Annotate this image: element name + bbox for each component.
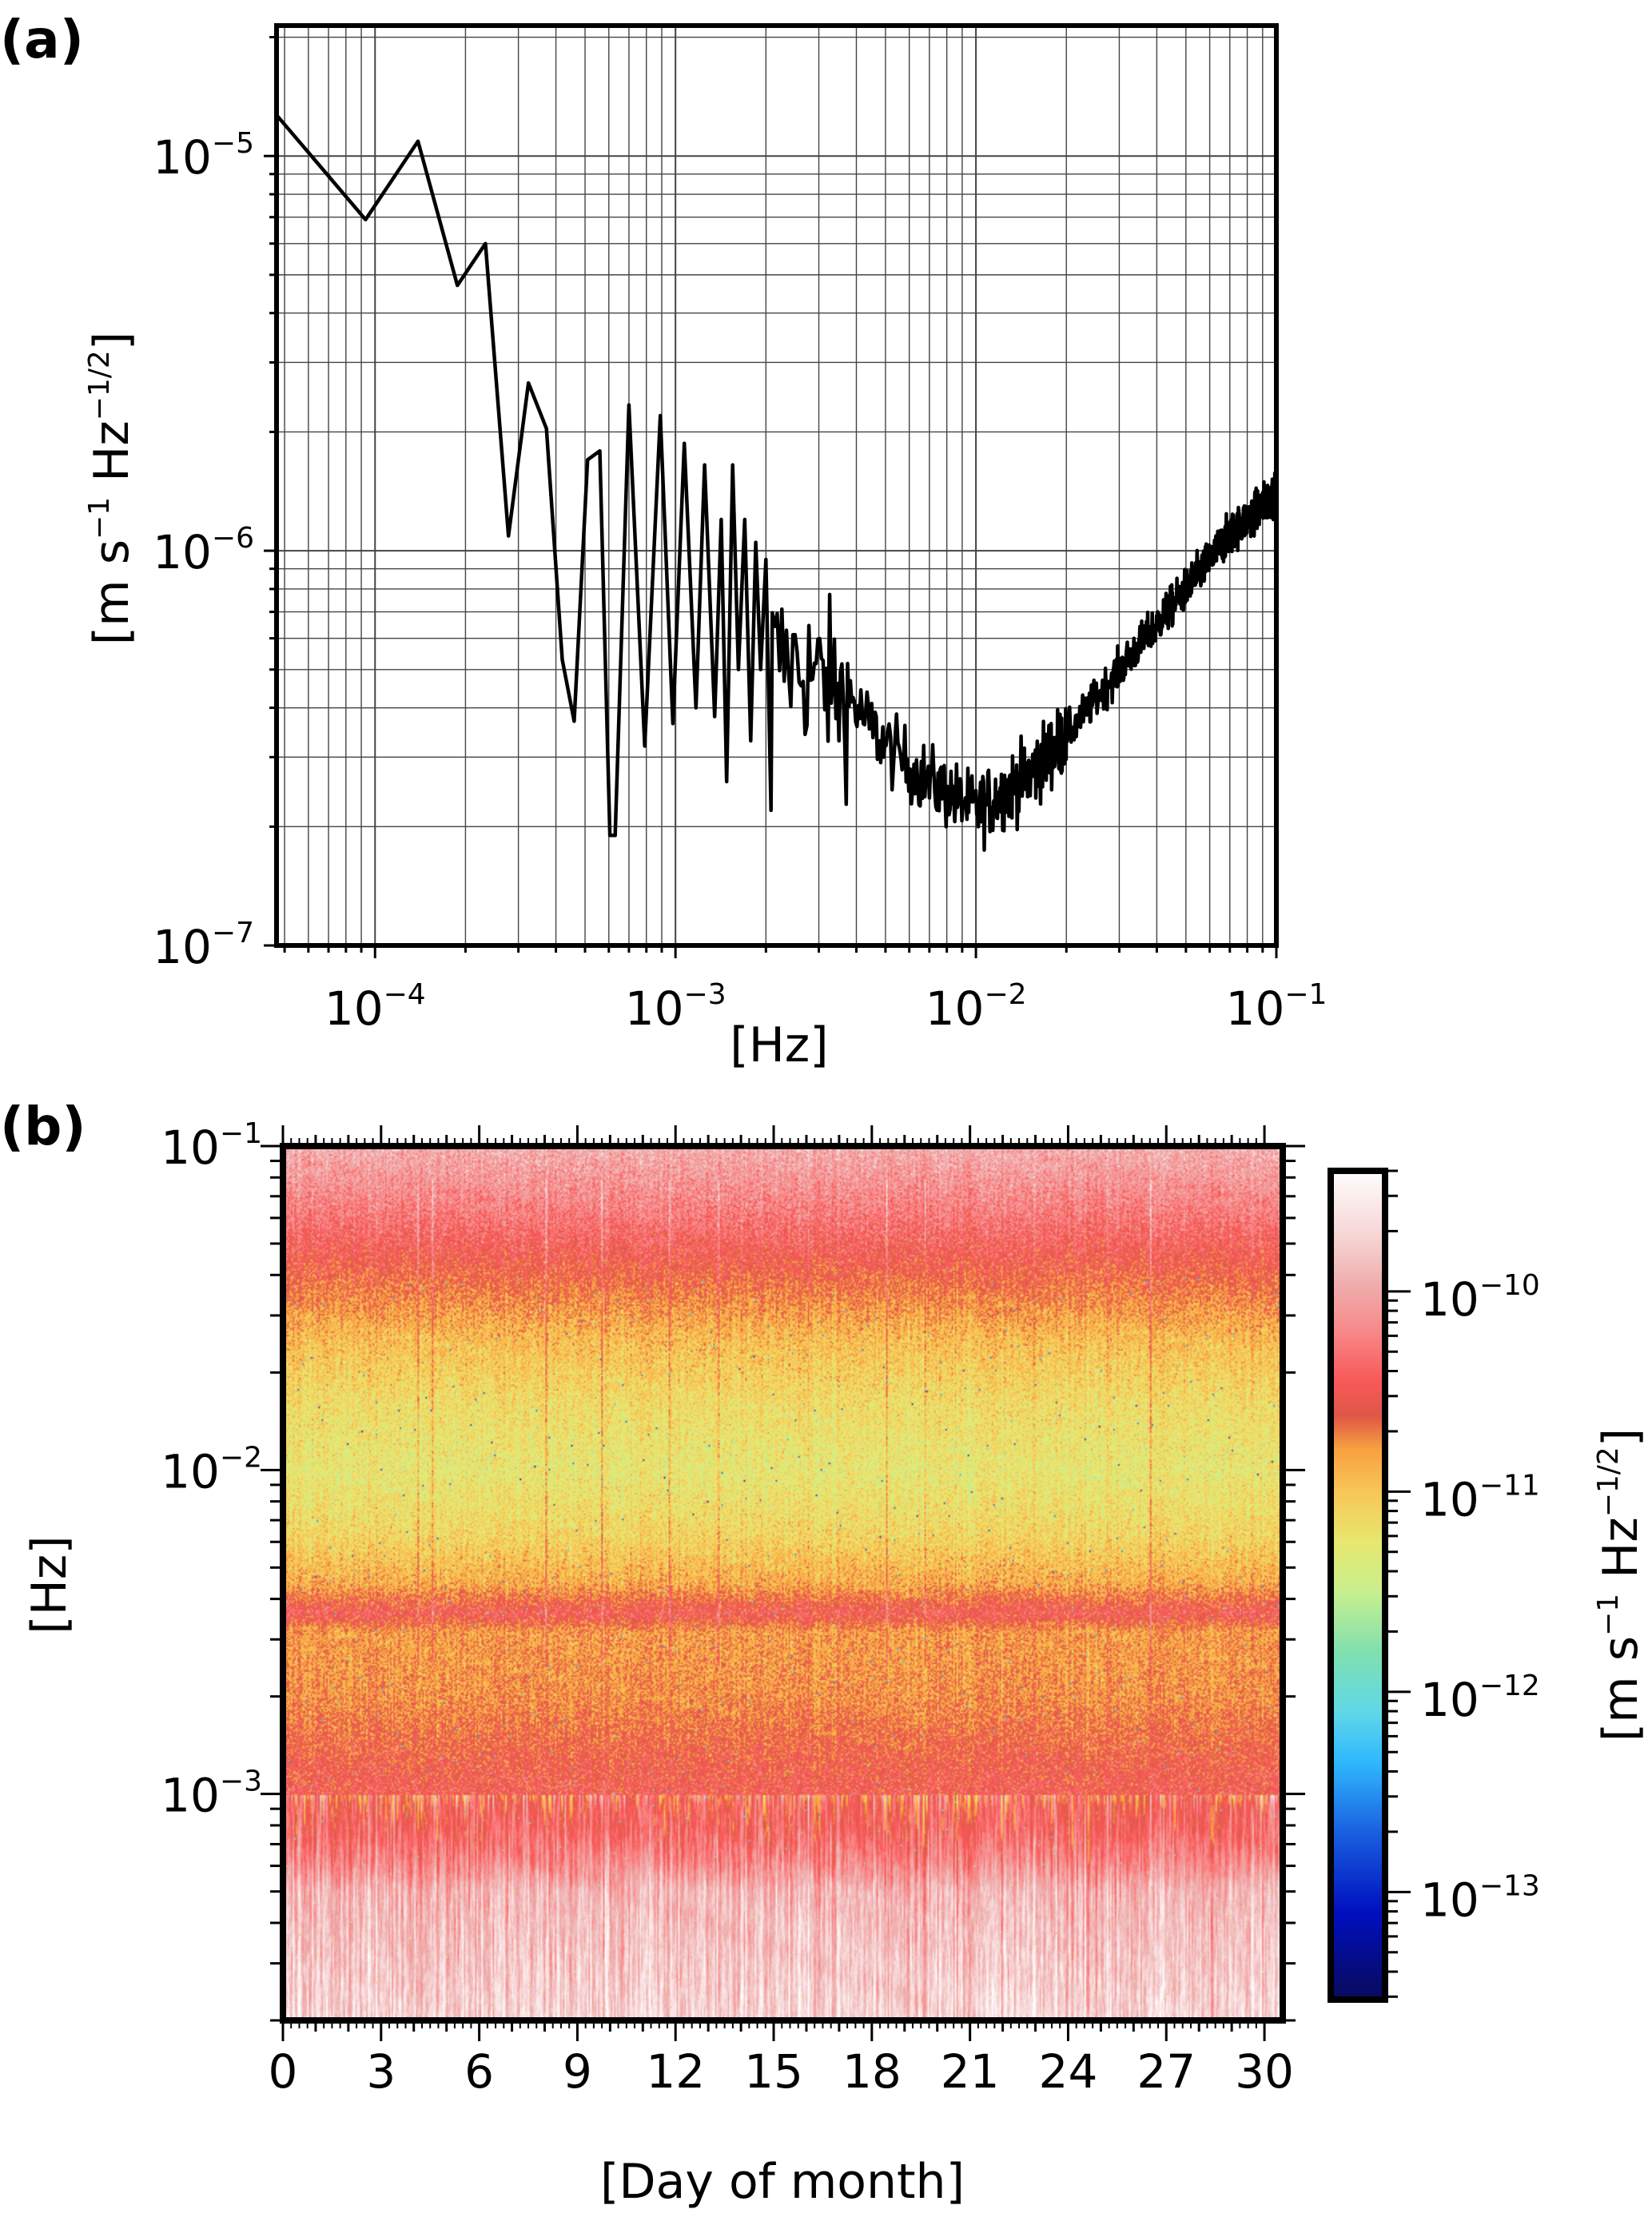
- panel-a-ticks: 10−4 10−3 10−2 10−1 10−5 10−6 10−7: [153, 36, 1328, 1036]
- x-tick-label: 6: [464, 2044, 494, 2099]
- panel-a-ylabel: [m s−1 Hz−1/2]: [83, 332, 140, 645]
- colorbar-gradient: [1331, 1171, 1385, 2000]
- x-tick-label: 10−1: [1226, 978, 1328, 1036]
- x-tick-label: 10−2: [926, 978, 1027, 1036]
- x-tick-label: 9: [563, 2044, 592, 2099]
- x-tick-label: 15: [744, 2044, 803, 2099]
- y-tick-label: 10−7: [153, 917, 254, 974]
- x-tick-label: 0: [269, 2044, 298, 2099]
- x-tick-label: 12: [646, 2044, 705, 2099]
- x-tick-label: 24: [1039, 2044, 1098, 2099]
- panel-a-label: (a): [0, 9, 84, 70]
- panel-b-ticks: 0 3 6 9 12 15 18 21 24 27 30 10−1 10−2 10−3: [161, 1117, 1305, 2099]
- x-tick-label: 27: [1136, 2044, 1196, 2099]
- x-tick-label: 18: [842, 2044, 902, 2099]
- panel-b-ylabel: [Hz]: [22, 1535, 78, 1634]
- panel-b-frame: [280, 1143, 1286, 2024]
- panel-a-frame: [274, 23, 1279, 948]
- colorbar-tick-label: 10−12: [1420, 1670, 1540, 1727]
- y-tick-label: 10−6: [153, 522, 254, 579]
- colorbar-tick-label: 10−11: [1420, 1469, 1540, 1526]
- x-tick-label: 3: [366, 2044, 396, 2099]
- x-tick-label: 10−3: [625, 978, 726, 1036]
- y-tick-label: 10−3: [161, 1765, 262, 1823]
- colorbar-label: [m s−1 Hz−1/2]: [1592, 1428, 1649, 1741]
- panel-a-xlabel: [Hz]: [730, 1017, 828, 1073]
- panel-a-grid: [277, 26, 1277, 946]
- y-tick-label: 10−1: [161, 1117, 262, 1175]
- panel-b-label: (b): [0, 1096, 86, 1157]
- panel-a-spectrum-line: [275, 113, 1279, 852]
- x-tick-label: 10−4: [324, 978, 426, 1036]
- colorbar-tick-label: 10−13: [1420, 1869, 1540, 1927]
- x-tick-label: 21: [941, 2044, 1000, 2099]
- colorbar-tick-label: 10−10: [1420, 1269, 1540, 1327]
- spectrogram-heatmap: [283, 1146, 1283, 2020]
- x-tick-label: 30: [1235, 2044, 1294, 2099]
- panel-b-xlabel: [Day of month]: [600, 2154, 965, 2210]
- y-tick-label: 10−5: [153, 127, 254, 185]
- y-tick-label: 10−2: [161, 1441, 262, 1499]
- colorbar-frame: [1328, 1168, 1388, 2003]
- colorbar-ticks: 10−10 10−11 10−12 10−13: [1388, 1169, 1540, 1998]
